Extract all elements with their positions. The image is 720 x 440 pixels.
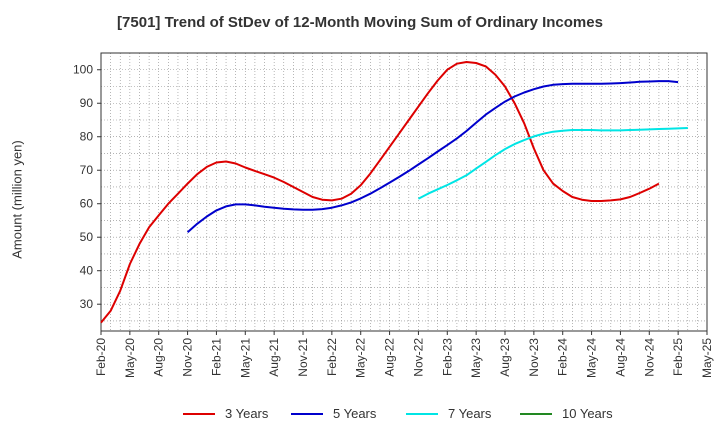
series-line-7-years	[417, 127, 688, 200]
y-tick-label: 90	[80, 96, 94, 110]
y-tick-label: 80	[80, 130, 94, 144]
x-tick-label: Nov-20	[181, 338, 195, 377]
legend-swatch	[183, 412, 215, 415]
x-tick-label: May-23	[469, 338, 483, 378]
legend-item-7-years: 7 Years	[406, 406, 491, 421]
legend: 3 Years 5 Years 7 Years 10 Years	[0, 406, 720, 426]
legend-label: 7 Years	[448, 406, 492, 421]
x-tick-label: Aug-21	[267, 338, 281, 377]
y-tick-label: 40	[80, 264, 94, 278]
plot-border	[100, 52, 708, 332]
plot-area	[101, 53, 707, 331]
y-tick-label: 100	[73, 63, 93, 77]
y-tick-label: 50	[80, 230, 94, 244]
legend-label: 3 Years	[225, 406, 269, 421]
series-line-5-years	[186, 80, 679, 233]
x-tick-label: May-21	[238, 338, 252, 378]
x-tick-label: Nov-22	[411, 338, 425, 377]
x-tick-label: Aug-22	[383, 338, 397, 377]
x-tick-label: Nov-21	[296, 338, 310, 377]
x-tick-label: Feb-24	[556, 338, 570, 376]
legend-swatch	[291, 412, 323, 415]
x-tick-label: May-24	[585, 338, 599, 378]
x-tick-label: Feb-20	[94, 338, 108, 376]
y-tick-label: 30	[80, 297, 94, 311]
legend-item-10-years: 10 Years	[520, 406, 613, 421]
x-tick-label: May-22	[354, 338, 368, 378]
x-tick-label: Feb-25	[671, 338, 685, 376]
chart-title: [7501] Trend of StDev of 12-Month Moving…	[117, 14, 603, 31]
x-tick-label: Nov-23	[527, 338, 541, 377]
x-tick-label: Nov-24	[642, 338, 656, 377]
legend-label: 10 Years	[562, 406, 613, 421]
x-tick-label: Aug-24	[613, 338, 627, 377]
series-line-3-years	[100, 61, 660, 324]
legend-label: 5 Years	[333, 406, 377, 421]
x-tick-label: Aug-20	[152, 338, 166, 377]
legend-swatch	[406, 412, 438, 415]
x-tick-label: Feb-21	[209, 338, 223, 376]
y-tick-label: 60	[80, 197, 94, 211]
x-tick-label: May-25	[700, 338, 714, 378]
x-tick-label: Feb-23	[440, 338, 454, 376]
x-tick-label: Aug-23	[498, 338, 512, 377]
legend-item-5-years: 5 Years	[291, 406, 376, 421]
legend-item-3-years: 3 Years	[183, 406, 268, 421]
legend-swatch	[520, 412, 552, 415]
x-tick-label: Feb-22	[325, 338, 339, 376]
x-tick-label: May-20	[123, 338, 137, 378]
y-tick-label: 70	[80, 163, 94, 177]
